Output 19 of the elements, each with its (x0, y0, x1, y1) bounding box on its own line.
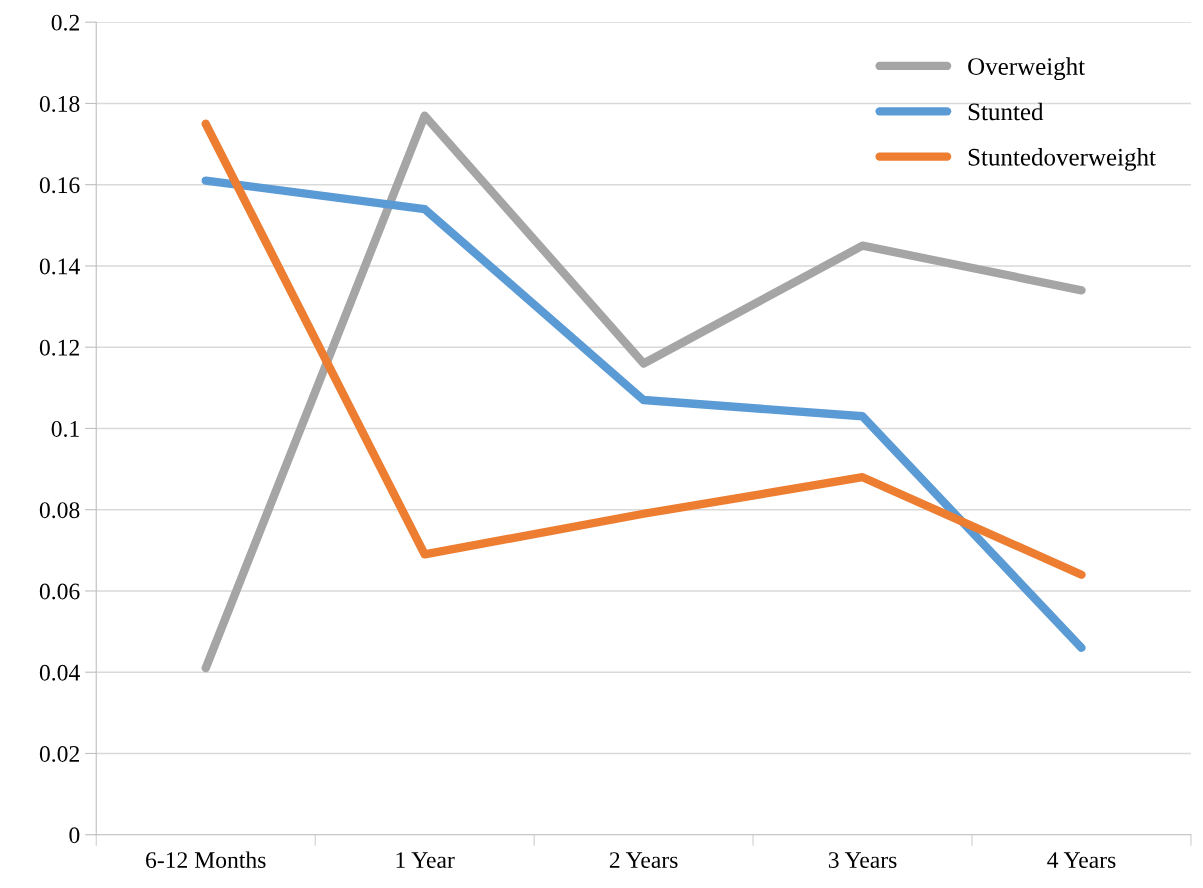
y-tick-label: 0.14 (39, 258, 80, 275)
y-tick-label: 0.12 (39, 339, 79, 356)
y-tick-label: 0 (69, 827, 80, 844)
x-tick-label: 6-12 Months (146, 851, 266, 868)
y-tick-label: 0.04 (39, 664, 80, 681)
legend-label: Overweight (968, 57, 1085, 81)
y-tick-label: 0.18 (39, 95, 80, 112)
legend-label: Stuntedoverweight (968, 148, 1156, 171)
x-tick-label: 1 Year (396, 852, 455, 868)
x-tick-label: 2 Years (609, 852, 678, 868)
y-tick-label: 0.06 (39, 583, 80, 600)
x-tick-label: 4 Years (1047, 852, 1116, 868)
x-tick-label: 3 Years (828, 852, 897, 868)
legend-label: Stunted (968, 102, 1044, 121)
y-tick-label: 0.16 (39, 177, 80, 194)
y-tick-label: 0.08 (39, 502, 80, 519)
y-tick-label: 0.2 (51, 14, 79, 31)
y-tick-label: 0.1 (51, 420, 79, 437)
y-tick-label: 0.02 (39, 745, 79, 762)
